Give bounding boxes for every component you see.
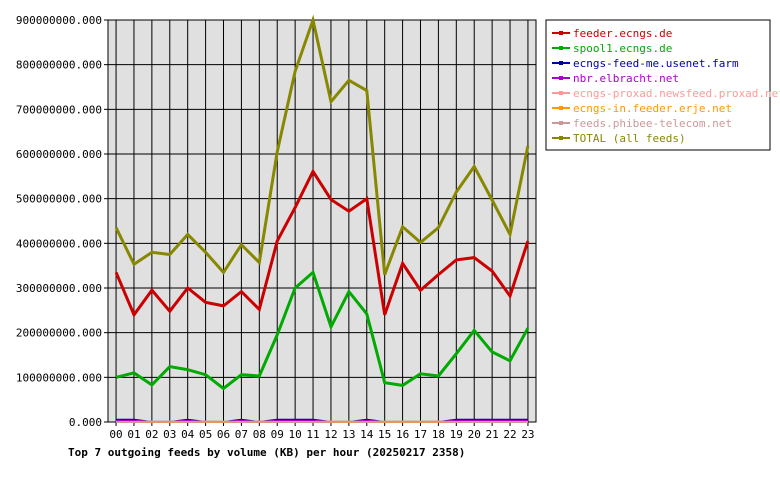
- legend-label: feeder.ecngs.de: [573, 27, 672, 40]
- legend-marker: [559, 106, 563, 110]
- x-tick-label: 04: [181, 428, 195, 441]
- x-tick-label: 22: [503, 428, 516, 441]
- x-tick-label: 11: [306, 428, 319, 441]
- x-tick-label: 12: [324, 428, 337, 441]
- legend-marker: [559, 91, 563, 95]
- y-tick-label: 500000000.000: [16, 193, 102, 206]
- legend-box: [545, 19, 771, 151]
- x-tick-label: 16: [396, 428, 409, 441]
- y-tick-label: 100000000.000: [16, 371, 102, 384]
- legend-label: ecngs-feed-me.usenet.farm: [573, 57, 739, 70]
- y-tick-label: 600000000.000: [16, 148, 102, 161]
- plot-area: [107, 19, 537, 423]
- legend-marker: [559, 31, 563, 35]
- series-line-0: [114, 168, 530, 318]
- y-axis-ticks: 0.000 100000000.000 200000000.000 300000000…: [16, 14, 108, 429]
- series-line-7: [114, 14, 530, 276]
- y-tick-label: 400000000.000: [16, 237, 102, 250]
- legend-marker: [559, 136, 563, 140]
- legend-marker: [559, 76, 563, 80]
- series-line-1: [115, 269, 530, 391]
- x-tick-label: 14: [360, 428, 374, 441]
- x-tick-label: 13: [342, 428, 355, 441]
- x-tick-label: 23: [521, 428, 534, 441]
- x-tick-label: 01: [127, 428, 140, 441]
- y-tick-label: 700000000.000: [16, 103, 102, 116]
- x-tick-label: 00: [109, 428, 122, 441]
- x-tick-label: 19: [450, 428, 463, 441]
- x-tick-label: 05: [199, 428, 212, 441]
- y-tick-label: 800000000.000: [16, 59, 102, 72]
- legend-label: ecngs-proxad.newsfeed.proxad.net: [573, 87, 780, 100]
- legend-label: feeds.phibee-telecom.net: [573, 117, 732, 130]
- y-tick-label: 0.000: [69, 416, 102, 429]
- x-tick-label: 20: [468, 428, 481, 441]
- x-tick-label: 07: [235, 428, 248, 441]
- chart-title: Top 7 outgoing feeds by volume (KB) per …: [68, 446, 465, 459]
- legend-label: nbr.elbracht.net: [573, 72, 679, 85]
- x-tick-label: 06: [217, 428, 230, 441]
- x-tick-label: 18: [432, 428, 445, 441]
- legend-marker: [559, 121, 563, 125]
- legend-label: ecngs-in.feeder.erje.net: [573, 102, 732, 115]
- x-tick-label: 10: [289, 428, 302, 441]
- y-tick-label: 200000000.000: [16, 327, 102, 340]
- series-lines: [114, 14, 530, 424]
- x-tick-label: 17: [414, 428, 427, 441]
- x-axis-ticks: 00 01 02 03 04 05 06 07 08 09 10 11 12 13 14 15 16 17 18 19…: [109, 422, 535, 441]
- legend: feeder.ecngs.de spool1.ecngs.de ecngs-feed…: [545, 19, 780, 151]
- x-tick-label: 21: [486, 428, 499, 441]
- x-tick-label: 03: [163, 428, 176, 441]
- y-tick-label: 300000000.000: [16, 282, 102, 295]
- x-tick-label: 09: [271, 428, 284, 441]
- legend-label: spool1.ecngs.de: [573, 42, 672, 55]
- x-tick-label: 15: [378, 428, 391, 441]
- legend-marker: [559, 61, 563, 65]
- x-tick-label: 08: [253, 428, 266, 441]
- legend-label: TOTAL (all feeds): [573, 132, 686, 145]
- x-tick-label: 02: [145, 428, 158, 441]
- y-tick-label: 900000000.000: [16, 14, 102, 27]
- legend-marker: [559, 46, 563, 50]
